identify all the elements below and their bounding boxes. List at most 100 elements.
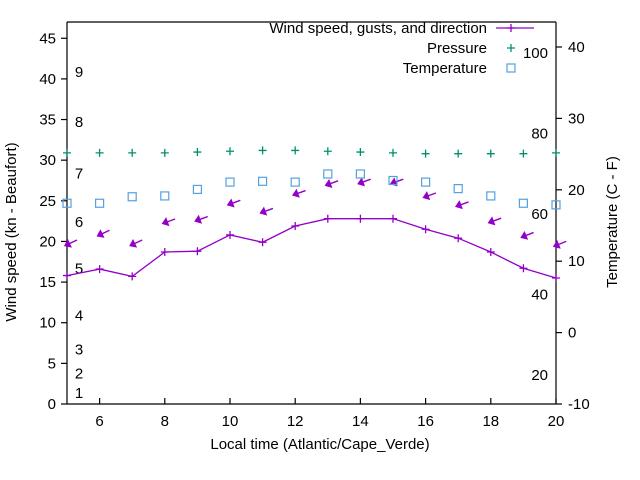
legend-label-wind: Wind speed, gusts, and direction	[269, 20, 487, 37]
wind-speed-line	[66, 218, 557, 279]
wind-direction-arrow	[357, 177, 366, 187]
y2-tick-label: 40	[568, 39, 585, 56]
wind-direction-arrow	[552, 239, 561, 249]
wind-speed-marker	[95, 265, 104, 274]
wind-speed-marker	[193, 247, 202, 256]
temperature-marker	[388, 175, 398, 186]
fahrenheit-label: 60	[531, 206, 548, 223]
x-tick-label: 6	[95, 413, 103, 430]
beaufort-label: 7	[75, 165, 83, 182]
y-tick-label: 25	[39, 193, 56, 210]
temperature-marker	[94, 198, 105, 208]
beaufort-label: 6	[75, 214, 83, 231]
pressure-marker	[258, 146, 267, 155]
pressure-marker	[291, 146, 300, 155]
wind-direction-arrow	[226, 198, 235, 208]
y2-tick-label: 0	[568, 325, 576, 342]
wind-direction-arrow	[96, 229, 105, 238]
wind-speed-marker	[63, 271, 71, 280]
wind-speed-marker	[128, 272, 137, 281]
legend-temperature-marker	[506, 63, 516, 73]
temperature-marker	[421, 177, 431, 187]
wind-speed-marker	[421, 225, 430, 234]
temperature-marker	[127, 192, 137, 202]
y-tick-label: 40	[39, 71, 56, 88]
legend-pressure-marker	[507, 44, 515, 52]
temperature-marker	[355, 169, 365, 179]
x-tick-label: 18	[482, 413, 499, 430]
wind-speed-marker	[258, 238, 267, 247]
pressure-marker	[421, 149, 430, 158]
temperature-marker	[160, 191, 170, 201]
y-tick-label: 30	[39, 152, 56, 169]
wind-direction-arrow	[161, 217, 170, 227]
temperature-marker	[290, 177, 300, 187]
x-tick-label: 10	[222, 413, 239, 430]
fahrenheit-label: 20	[531, 367, 548, 384]
pressure-marker	[356, 148, 365, 157]
wind-speed-marker	[454, 234, 463, 243]
wind-speed-marker	[486, 248, 495, 257]
wind-direction-arrow	[63, 239, 72, 248]
beaufort-label: 5	[75, 260, 83, 277]
y2-tick-label: 30	[568, 110, 585, 127]
legend-label-pressure: Pressure	[427, 40, 487, 57]
wind-speed-marker	[160, 248, 169, 257]
wind-direction-arrow	[129, 239, 138, 248]
beaufort-label: 8	[75, 114, 83, 131]
y2-tick-label: -10	[568, 396, 590, 413]
y-tick-label: 5	[48, 355, 56, 372]
beaufort-label: 9	[75, 64, 83, 81]
legend-label-temperature: Temperature	[403, 60, 487, 77]
temperature-marker	[258, 176, 268, 186]
temperature-marker	[453, 184, 463, 194]
pressure-marker	[160, 148, 169, 157]
y2-tick-label: 10	[568, 253, 585, 270]
wind-speed-marker	[356, 214, 365, 223]
y-axis-title: Wind speed (kn - Beaufort)	[3, 142, 20, 321]
beaufort-label: 2	[75, 365, 83, 382]
temperature-marker	[486, 191, 496, 201]
temperature-marker	[192, 184, 202, 195]
temperature-marker	[551, 200, 561, 210]
beaufort-label: 4	[75, 308, 83, 325]
pressure-marker	[193, 148, 202, 157]
fahrenheit-label: 100	[523, 45, 548, 62]
temperature-marker	[225, 177, 235, 187]
x-tick-label: 14	[352, 413, 369, 430]
beaufort-label: 3	[75, 342, 83, 359]
legend-wind-marker	[507, 24, 515, 32]
y2-tick-label: 20	[568, 182, 585, 199]
wind-direction-arrow	[422, 191, 431, 201]
pressure-marker	[486, 149, 495, 158]
y-tick-label: 10	[39, 315, 56, 332]
fahrenheit-label: 80	[531, 126, 548, 143]
temperature-marker	[518, 198, 529, 208]
wind-direction-arrow	[259, 206, 268, 216]
wind-speed-marker	[323, 214, 332, 223]
y2-axis-title: Temperature (C - F)	[604, 156, 621, 288]
wind-direction-arrow	[194, 214, 203, 224]
temperature-marker	[62, 198, 72, 208]
pressure-marker	[128, 148, 137, 157]
pressure-marker	[519, 149, 528, 158]
wind-direction-arrow	[292, 188, 300, 198]
y-tick-label: 0	[48, 396, 56, 413]
x-tick-label: 16	[417, 413, 434, 430]
pressure-marker	[454, 149, 463, 158]
x-tick-label: 8	[161, 413, 169, 430]
pressure-marker	[95, 148, 104, 157]
wind-speed-marker	[291, 222, 300, 231]
pressure-marker	[63, 148, 71, 157]
beaufort-label: 1	[75, 385, 83, 402]
y-tick-label: 15	[39, 274, 56, 291]
wind-speed-marker	[519, 264, 528, 273]
y-tick-label: 35	[39, 112, 56, 129]
pressure-marker	[389, 148, 397, 157]
wind-speed-marker	[552, 274, 560, 283]
temperature-marker	[323, 169, 333, 179]
x-tick-label: 20	[548, 413, 565, 430]
pressure-marker	[552, 148, 560, 157]
